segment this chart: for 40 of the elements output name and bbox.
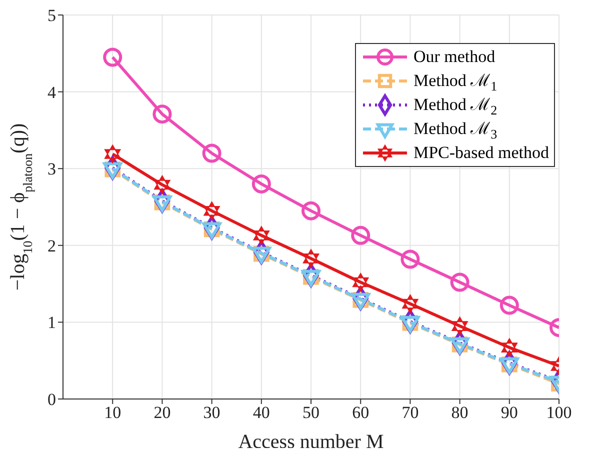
- x-tick-label: 80: [451, 403, 468, 422]
- x-tick-label: 70: [402, 403, 419, 422]
- x-tick-label: 40: [252, 403, 270, 422]
- x-tick-label: 50: [302, 403, 320, 422]
- point: [204, 202, 220, 220]
- point: [501, 338, 518, 357]
- x-tick-label: 10: [104, 403, 122, 422]
- x-axis-title: Access number M: [238, 431, 384, 453]
- point: [154, 175, 170, 194]
- point: [450, 272, 470, 292]
- point: [500, 296, 519, 315]
- point: [302, 249, 320, 268]
- legend-label: Method ℳ$_{3}$: [413, 118, 498, 142]
- x-tick-label: 30: [203, 403, 220, 422]
- point: [104, 144, 121, 164]
- point: [452, 316, 468, 336]
- x-tick-label: 100: [546, 403, 572, 422]
- point: [302, 201, 320, 220]
- y-tick-label: 0: [48, 390, 56, 410]
- point: [402, 294, 418, 314]
- point: [400, 250, 420, 269]
- y-tick-label: 2: [48, 236, 56, 256]
- point: [253, 226, 270, 245]
- y-tick-label: 1: [48, 313, 56, 332]
- y-tick-label: 3: [48, 160, 56, 179]
- point: [351, 226, 370, 245]
- point: [152, 104, 172, 124]
- x-tick-label: 90: [500, 403, 518, 422]
- x-tick-label: 60: [352, 403, 370, 422]
- y-tick-label: 4: [48, 82, 56, 102]
- y-tick-label: 5: [48, 6, 56, 26]
- legend-label: Our method: [413, 47, 496, 66]
- x-tick-label: 20: [154, 403, 171, 422]
- point: [202, 144, 222, 163]
- point: [252, 174, 271, 194]
- point: [103, 48, 122, 67]
- legend-label: Method ℳ$_{1}$: [413, 70, 498, 94]
- legend-label: Method ℳ$_{2}$: [413, 94, 498, 118]
- legend-label: MPC-based method: [413, 143, 549, 162]
- point: [352, 272, 369, 292]
